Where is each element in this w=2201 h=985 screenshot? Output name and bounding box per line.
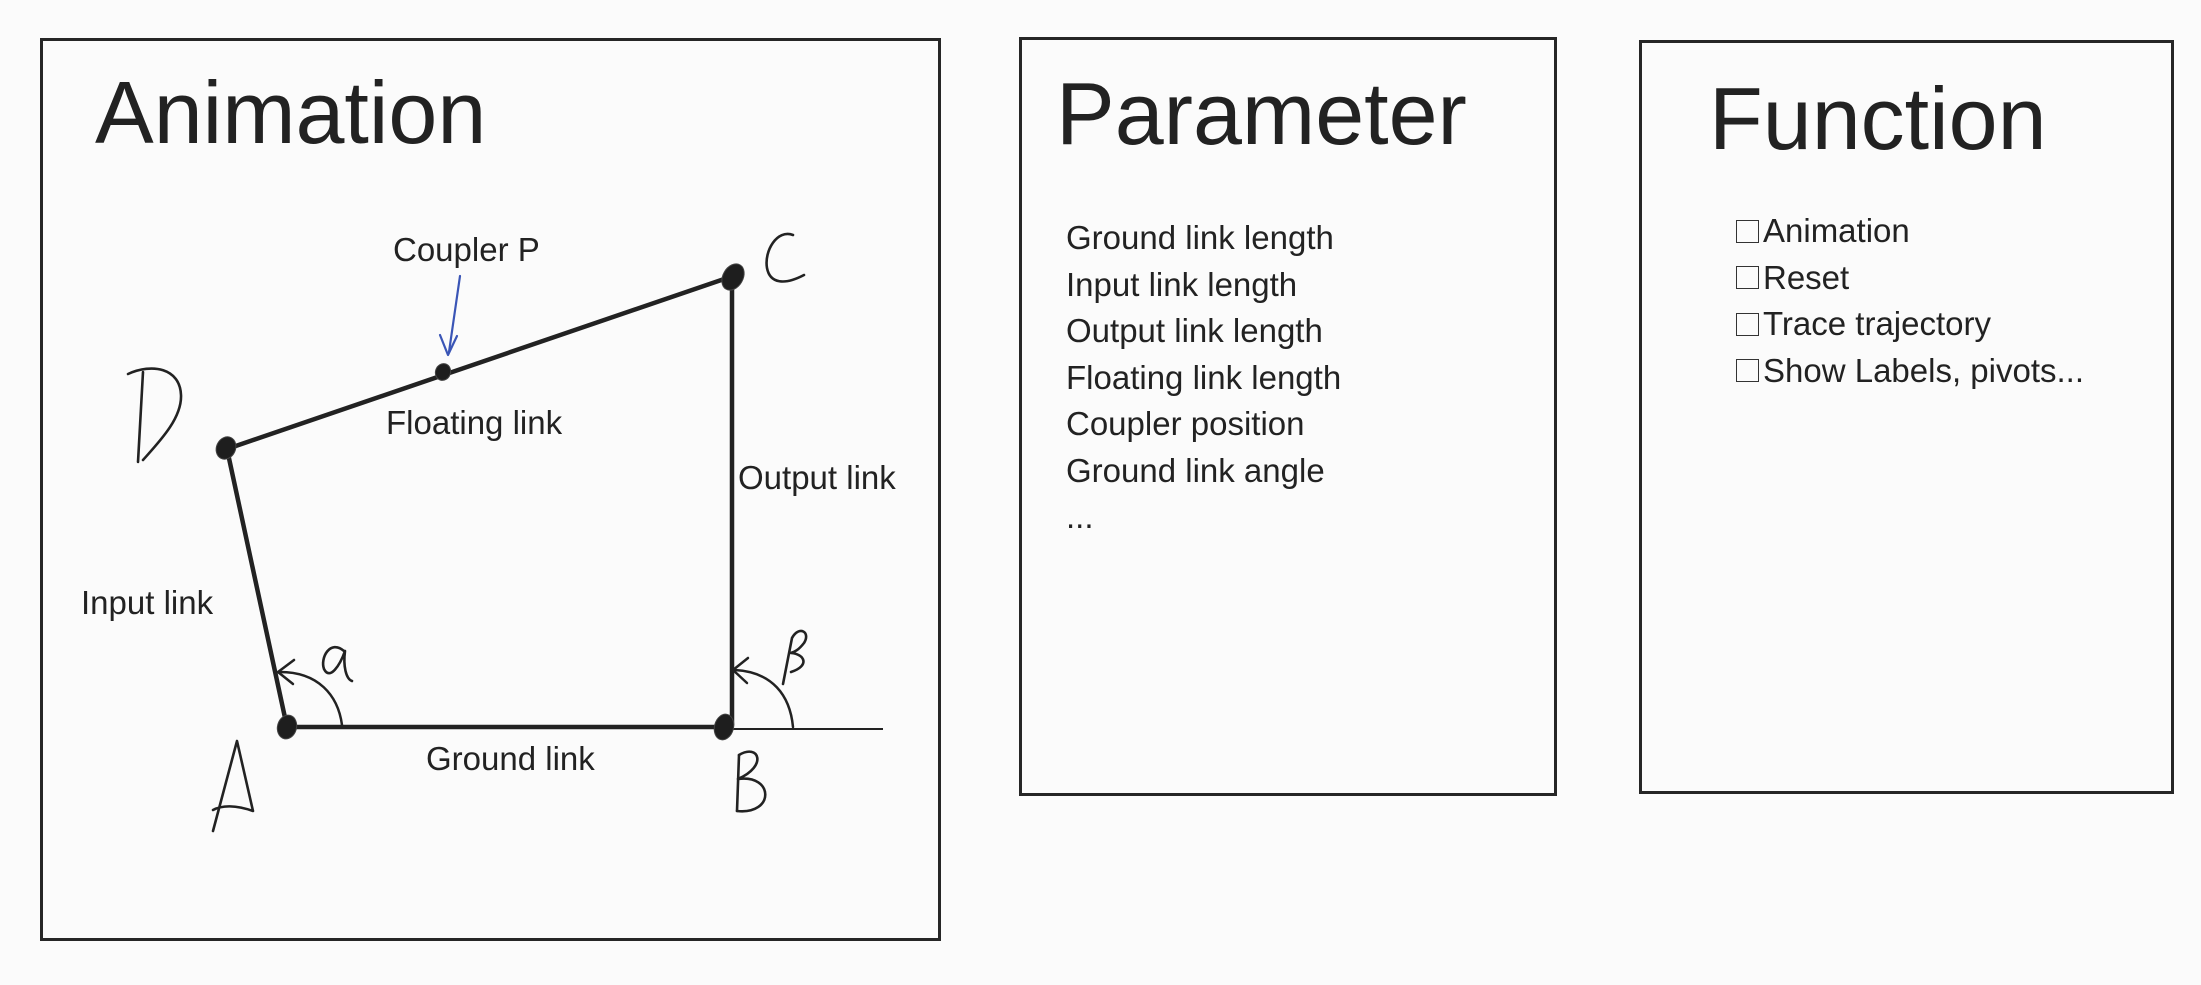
parameter-item-output-link-length[interactable]: Output link length — [1066, 312, 1323, 349]
parameter-item-input-link-length[interactable]: Input link length — [1066, 265, 1298, 303]
parameter-panel: Parameter Ground link length Input link … — [1019, 37, 1557, 796]
animation-option-label: Animation — [1763, 212, 1910, 250]
reset-checkbox[interactable] — [1736, 266, 1759, 290]
reset-option-label: Reset — [1763, 258, 1850, 296]
parameter-item-more: ... — [1066, 498, 1094, 535]
parameter-item-ground-link-angle[interactable]: Ground link angle — [1066, 451, 1325, 489]
animation-panel: Animation — [40, 38, 941, 941]
function-panel-title: Function — [1709, 69, 2047, 168]
parameter-item-floating-link-length[interactable]: Floating link length — [1066, 358, 1342, 396]
animation-checkbox[interactable] — [1736, 219, 1759, 243]
parameter-panel-title: Parameter — [1056, 64, 1467, 163]
parameter-item-coupler-position[interactable]: Coupler position — [1066, 405, 1305, 442]
animation-panel-title: Animation — [95, 63, 487, 162]
show-labels-option-label: Show Labels, pivots... — [1763, 351, 2085, 389]
function-panel: Function Animation Reset Trace trajector… — [1639, 40, 2174, 794]
function-option-animation[interactable]: Animation — [1736, 208, 2084, 255]
trace-trajectory-checkbox[interactable] — [1736, 312, 1759, 336]
show-labels-checkbox[interactable] — [1736, 359, 1759, 383]
parameter-item-ground-link-length[interactable]: Ground link length — [1066, 219, 1334, 256]
trace-trajectory-option-label: Trace trajectory — [1763, 305, 1992, 343]
function-options-list: Animation Reset Trace trajectory Show La… — [1736, 208, 2084, 394]
parameter-list: Ground link length Input link length Out… — [1066, 215, 1341, 541]
function-option-reset[interactable]: Reset — [1736, 255, 2084, 302]
function-option-trace-trajectory[interactable]: Trace trajectory — [1736, 301, 2084, 348]
function-option-show-labels[interactable]: Show Labels, pivots... — [1736, 348, 2084, 395]
